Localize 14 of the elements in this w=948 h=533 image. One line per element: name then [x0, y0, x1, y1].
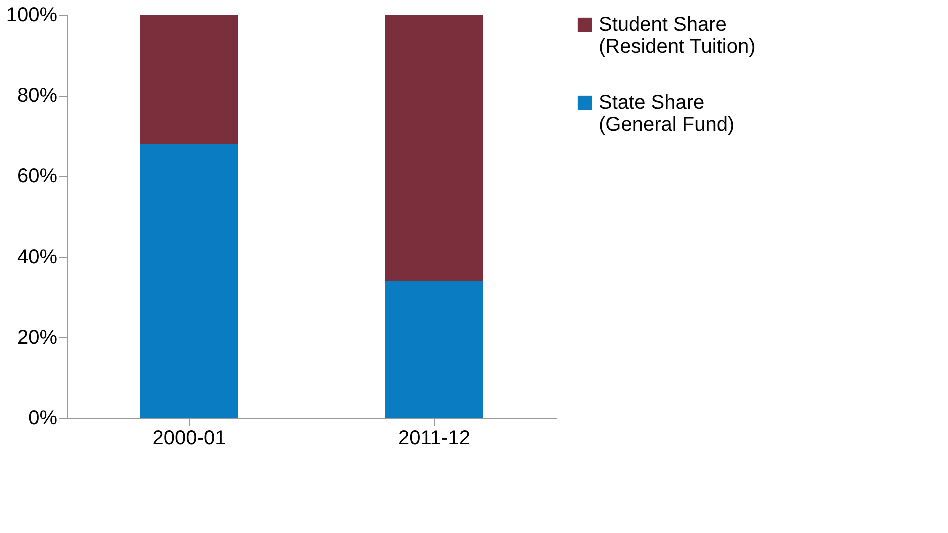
- bar: [140, 144, 238, 418]
- x-tick-label: 2011-12: [398, 428, 470, 450]
- y-tick-label: 80%: [17, 85, 58, 108]
- bar: [386, 15, 484, 281]
- y-tick-label: 60%: [17, 166, 58, 188]
- x-tick-label: 2000-01: [152, 428, 226, 450]
- bar: [386, 280, 484, 418]
- y-tick-label: 20%: [17, 326, 58, 349]
- y-tick-label: 100%: [6, 4, 58, 26]
- legend-label: State Share (General Fund): [599, 92, 735, 136]
- y-tick-label: 40%: [17, 246, 58, 268]
- y-tick-label: 0%: [28, 408, 58, 430]
- legend-label: Student Share (Resident Tuition): [599, 14, 756, 58]
- bar: [140, 15, 238, 144]
